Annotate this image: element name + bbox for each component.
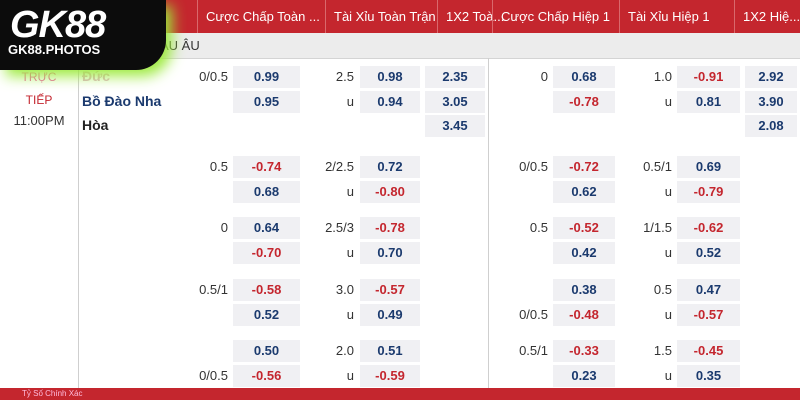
handicap-label: u [664, 306, 672, 322]
match-time: 11:00PM [13, 113, 65, 128]
odds-cell[interactable]: -0.52 [553, 217, 615, 239]
column-header[interactable]: Cược Chấp Toàn ... [197, 0, 323, 33]
handicap-label: 0/0.5 [199, 69, 228, 84]
handicap-label: 3.0 [335, 282, 354, 297]
handicap-label: u [346, 244, 354, 260]
handicap-label: 0 [220, 220, 228, 235]
odds-cell[interactable]: 0.69 [677, 156, 740, 178]
divider [488, 58, 489, 388]
odds-cell[interactable]: 3.05 [425, 90, 485, 113]
handicap-label: u [346, 183, 354, 199]
team-name: Hòa [82, 117, 109, 133]
status: TIẾP [25, 93, 53, 107]
handicap-label: 2.5 [335, 69, 354, 84]
odds-cell[interactable]: 0.72 [360, 156, 420, 178]
odds-cell[interactable]: -0.80 [360, 180, 420, 203]
handicap-label: 0.5/1 [643, 159, 672, 174]
odds-cell[interactable]: -0.45 [677, 340, 740, 362]
handicap-label: u [664, 183, 672, 199]
odds-cell[interactable]: 0.81 [677, 90, 740, 113]
odds-cell[interactable]: -0.78 [360, 217, 420, 239]
handicap-label: 1.5 [653, 343, 672, 358]
odds-cell[interactable]: -0.57 [677, 303, 740, 326]
odds-cell[interactable]: -0.78 [553, 90, 615, 113]
odds-cell[interactable]: -0.62 [677, 217, 740, 239]
column-header[interactable]: 1X2 Hiệ... [734, 0, 800, 33]
handicap-label: 0.5 [529, 220, 548, 235]
column-header[interactable]: Tài Xỉu Toàn Trận [325, 0, 437, 33]
handicap-label: 1/1.5 [643, 220, 672, 235]
handicap-label: 2.5/3 [325, 220, 354, 235]
handicap-label: 2.0 [335, 343, 354, 358]
footer-bar[interactable] [0, 388, 800, 400]
status: TRỰC [21, 70, 57, 84]
odds-cell[interactable]: -0.57 [360, 279, 420, 301]
odds-cell[interactable]: -0.33 [553, 340, 615, 362]
odds-cell[interactable]: -0.91 [677, 66, 740, 88]
odds-cell[interactable]: 0.49 [360, 303, 420, 326]
handicap-label: u [346, 367, 354, 383]
odds-cell[interactable]: 0.99 [233, 66, 300, 88]
odds-cell[interactable]: -0.72 [553, 156, 615, 178]
handicap-label: 0/0.5 [519, 306, 548, 322]
odds-cell[interactable]: -0.74 [233, 156, 300, 178]
footer-label[interactable]: Tỷ Số Chính Xác [22, 389, 83, 398]
odds-cell[interactable]: 0.51 [360, 340, 420, 362]
handicap-label: u [664, 244, 672, 260]
handicap-label: 0.5 [209, 159, 228, 174]
logo-subtitle: GK88.PHOTOS [8, 42, 101, 57]
column-header[interactable]: Tài Xỉu Hiệp 1 [619, 0, 734, 33]
odds-cell[interactable]: 2.35 [425, 66, 485, 88]
odds-cell[interactable]: 0.98 [360, 66, 420, 88]
odds-cell[interactable]: 0.23 [553, 364, 615, 387]
odds-cell[interactable]: 0.47 [677, 279, 740, 301]
handicap-label: u [346, 93, 354, 109]
odds-cell[interactable]: 0.68 [233, 180, 300, 203]
handicap-label: 0 [540, 69, 548, 84]
odds-cell[interactable]: 3.45 [425, 115, 485, 137]
handicap-label: 1.0 [653, 69, 672, 84]
odds-cell[interactable]: -0.79 [677, 180, 740, 203]
odds-cell[interactable]: 0.50 [233, 340, 300, 362]
odds-cell[interactable]: 0.35 [677, 364, 740, 387]
league-name: ÂU ÂU [160, 38, 200, 53]
team-name: Bồ Đào Nha [82, 92, 162, 109]
odds-cell[interactable]: 0.52 [233, 303, 300, 326]
odds-cell[interactable]: 0.95 [233, 90, 300, 113]
odds-cell[interactable]: 0.64 [233, 217, 300, 239]
team-name: Đức [82, 68, 111, 84]
odds-cell[interactable]: -0.48 [553, 303, 615, 326]
odds-cell[interactable]: 0.38 [553, 279, 615, 301]
logo: GK88 GK88.PHOTOS [0, 0, 166, 70]
logo-title: GK88 [10, 4, 106, 46]
handicap-label: 2/2.5 [325, 159, 354, 174]
divider [78, 58, 79, 388]
column-header[interactable]: 1X2 Toà... [437, 0, 504, 33]
handicap-label: 0/0.5 [199, 367, 228, 383]
odds-cell[interactable]: 0.52 [677, 241, 740, 264]
odds-cell[interactable]: 3.90 [745, 90, 797, 113]
handicap-label: 0.5 [653, 282, 672, 297]
handicap-label: u [664, 93, 672, 109]
handicap-label: u [664, 367, 672, 383]
handicap-label: 0/0.5 [519, 159, 548, 174]
odds-cell[interactable]: 0.70 [360, 241, 420, 264]
odds-cell[interactable]: 2.92 [745, 66, 797, 88]
odds-cell[interactable]: -0.59 [360, 364, 420, 387]
odds-cell[interactable]: -0.70 [233, 241, 300, 264]
odds-cell[interactable]: 0.68 [553, 66, 615, 88]
handicap-label: u [346, 306, 354, 322]
odds-cell[interactable]: -0.56 [233, 364, 300, 387]
handicap-label: 0.5/1 [199, 282, 228, 297]
odds-cell[interactable]: 2.08 [745, 115, 797, 137]
odds-cell[interactable]: 0.62 [553, 180, 615, 203]
column-header[interactable]: Cược Chấp Hiệp 1 [492, 0, 619, 33]
handicap-label: 0.5/1 [519, 343, 548, 358]
odds-cell[interactable]: 0.42 [553, 241, 615, 264]
odds-cell[interactable]: -0.58 [233, 279, 300, 301]
odds-cell[interactable]: 0.94 [360, 90, 420, 113]
